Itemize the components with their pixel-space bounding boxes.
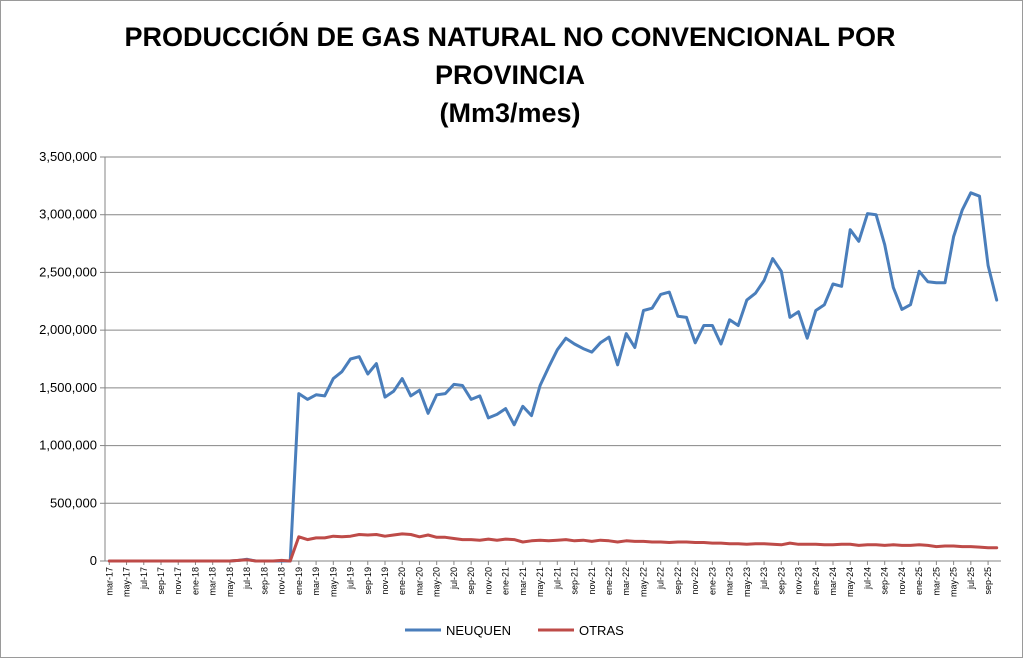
- x-tick-label: sep-19: [363, 567, 373, 595]
- x-tick-label: may-17: [122, 567, 132, 597]
- x-tick-label: mar-25: [931, 567, 941, 596]
- x-tick-label: ene-25: [914, 567, 924, 595]
- legend-label-otras: OTRAS: [579, 623, 624, 638]
- x-tick-label: jul-23: [759, 567, 769, 590]
- x-tick-label: mar-19: [311, 567, 321, 596]
- x-tick-label: may-20: [432, 567, 442, 597]
- x-tick-label: mar-21: [518, 567, 528, 596]
- series-line-otras: [107, 532, 999, 563]
- x-tick-label: jul-20: [449, 567, 459, 590]
- y-tick-label: 3,000,000: [39, 207, 97, 222]
- x-tick-label: sep-23: [776, 567, 786, 595]
- y-tick-label: 1,500,000: [39, 380, 97, 395]
- x-tick-label: sep-17: [156, 567, 166, 595]
- x-tick-label: ene-20: [397, 567, 407, 595]
- x-tick-label: nov-24: [897, 567, 907, 595]
- x-tick-label: jul-21: [552, 567, 562, 590]
- x-tick-label: may-25: [949, 567, 959, 597]
- chart-title-line-2: PROVINCIA: [434, 60, 586, 90]
- gridlines: [105, 156, 1001, 504]
- x-tick-label: jul-18: [242, 567, 252, 590]
- x-tick-label: may-19: [328, 567, 338, 597]
- x-tick-label: mar-18: [208, 567, 218, 596]
- x-tick-label: may-22: [638, 567, 648, 597]
- x-tick-label: may-23: [742, 567, 752, 597]
- y-tick-label: 500,000: [50, 495, 97, 510]
- x-tick-label: sep-24: [880, 567, 890, 595]
- y-tick-label: 0: [90, 553, 97, 568]
- x-tick-label: jul-22: [656, 567, 666, 590]
- x-tick-label: nov-20: [483, 567, 493, 595]
- x-tick-label: may-18: [225, 567, 235, 597]
- x-tick-label: ene-18: [190, 567, 200, 595]
- x-tick-label: sep-22: [673, 567, 683, 595]
- x-tick-label: sep-20: [466, 567, 476, 595]
- x-tick-label: jul-25: [966, 567, 976, 590]
- chart-title-line-1: PRODUCCIÓN DE GAS NATURAL NO CONVENCIONA…: [124, 22, 896, 52]
- y-tick-label: 3,500,000: [39, 149, 97, 164]
- x-tick-label: mar-24: [828, 567, 838, 596]
- x-tick-label: ene-23: [707, 567, 717, 595]
- y-tick-label: 2,000,000: [39, 322, 97, 337]
- x-tick-label: sep-18: [259, 567, 269, 595]
- legend: NEUQUEN OTRAS: [405, 623, 624, 638]
- x-tick-label: ene-19: [294, 567, 304, 595]
- x-tick-label: mar-17: [104, 567, 114, 596]
- x-tick-label: mar-22: [621, 567, 631, 596]
- legend-label-neuquen: NEUQUEN: [446, 623, 511, 638]
- y-axis-ticks: 0 500,000 1,000,000 1,500,000 2,000,000 2,500…: [39, 149, 97, 568]
- x-tick-label: jul-17: [139, 567, 149, 590]
- x-axis-ticks: mar-17 may-17 jul-17 sep-17 nov-17 ene-18 mar-…: [104, 567, 993, 597]
- x-tick-label: sep-25: [983, 567, 993, 595]
- x-tick-label: jul-24: [862, 567, 872, 590]
- x-tick-label: ene-24: [811, 567, 821, 595]
- x-tick-label: ene-22: [604, 567, 614, 595]
- x-tick-label: ene-21: [501, 567, 511, 595]
- x-tick-label: mar-23: [725, 567, 735, 596]
- chart-title: PRODUCCIÓN DE GAS NATURAL NO CONVENCIONA…: [40, 18, 980, 132]
- x-tick-label: nov-18: [277, 567, 287, 595]
- y-tick-label: 1,000,000: [39, 438, 97, 453]
- x-tick-label: may-24: [845, 567, 855, 597]
- x-tick-label: mar-20: [414, 567, 424, 596]
- series: [107, 191, 999, 563]
- x-tick-label: jul-19: [346, 567, 356, 590]
- x-tick-label: nov-17: [173, 567, 183, 595]
- x-tick-label: sep-21: [570, 567, 580, 595]
- x-tick-label: nov-22: [690, 567, 700, 595]
- x-tick-label: nov-19: [380, 567, 390, 595]
- series-line-neuquen: [107, 191, 999, 563]
- chart-title-line-3: (Mm3/mes): [439, 98, 581, 128]
- y-tick-label: 2,500,000: [39, 264, 97, 279]
- x-tick-label: nov-23: [794, 567, 804, 595]
- x-tick-label: nov-21: [587, 567, 597, 595]
- x-tick-label: may-21: [535, 567, 545, 597]
